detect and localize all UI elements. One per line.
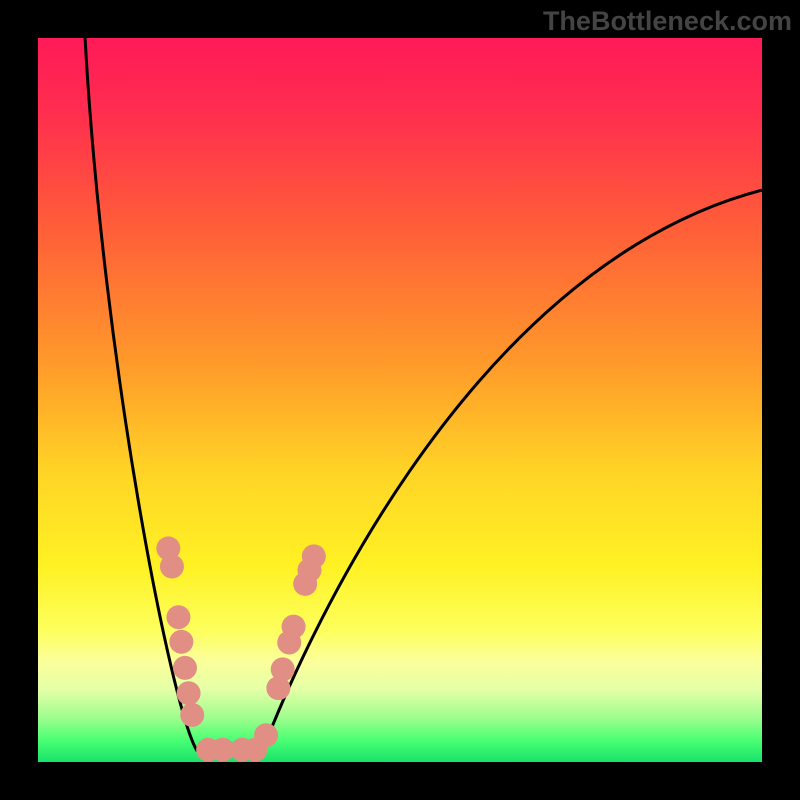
data-point — [166, 605, 190, 629]
data-point — [173, 656, 197, 680]
data-point — [254, 723, 278, 747]
data-point — [180, 703, 204, 727]
data-point — [177, 681, 201, 705]
data-point — [169, 630, 193, 654]
chart-root: TheBottleneck.com — [0, 0, 800, 800]
data-point — [282, 615, 306, 639]
watermark-text: TheBottleneck.com — [543, 6, 792, 37]
curve-right-arm — [262, 190, 762, 751]
bottleneck-curve-layer — [38, 38, 762, 762]
data-point — [271, 657, 295, 681]
data-point — [302, 544, 326, 568]
data-point — [160, 555, 184, 579]
